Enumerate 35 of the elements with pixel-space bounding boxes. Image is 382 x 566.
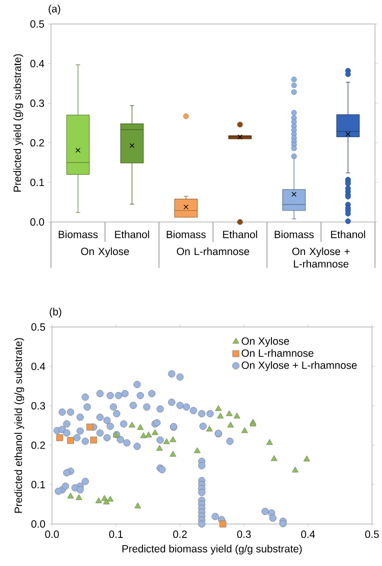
x-tick-label: 0.1: [109, 530, 123, 538]
x-tick-label: 0.5: [365, 530, 379, 538]
chart-title: (b): [50, 308, 62, 318]
legend-label: On Xylose + L-rhamnose: [242, 361, 357, 371]
y-axis-title: Predicted yield (g/g substrate): [13, 54, 24, 192]
x-tick-label: Biomass: [274, 230, 314, 238]
y-tick-label: 0.3: [30, 100, 44, 107]
legend-label: On Xylose: [242, 337, 289, 347]
x-tick-label: Biomass: [166, 230, 206, 238]
x-tick-label: Ethanol: [115, 230, 150, 238]
x-axis-title: Predicted biomass yield (g/g substrate): [122, 544, 302, 555]
y-tick-label: 0.0: [31, 520, 46, 528]
y-tick-label: 0.2: [31, 442, 45, 449]
x-tick-label: 0.3: [237, 530, 251, 538]
x-tick-label: Ethanol: [223, 230, 258, 238]
y-tick-label: 0.0: [30, 218, 44, 226]
y-axis-title: Predicted ethanol yield (g/g substrate): [14, 338, 24, 513]
y-tick-label: 0.4: [31, 362, 46, 370]
text: On L-rhamnose: [176, 247, 250, 256]
y-tick-label: 0.3: [31, 402, 46, 410]
y-tick-label: 0.5: [30, 20, 44, 28]
y-tick-label: 0.5: [31, 323, 46, 331]
text: On Xylose + L-rhamnose: [292, 247, 350, 268]
text: On Xylose: [81, 247, 129, 258]
y-tick-label: 0.2: [30, 139, 44, 147]
y-tick-label: 0.1: [30, 178, 44, 186]
x-tick-label: Biomass: [58, 230, 98, 238]
x-tick-label: 0.0: [45, 530, 59, 538]
y-tick-label: 0.1: [31, 480, 45, 488]
x-tick-label: Ethanol: [331, 230, 366, 238]
legend-label: On L-rhamnose: [242, 349, 314, 357]
x-tick-label: 0.4: [301, 530, 315, 538]
chart-title: (a): [48, 4, 60, 15]
x-tick-label: 0.2: [173, 530, 187, 538]
y-tick-label: 0.4: [30, 60, 44, 68]
